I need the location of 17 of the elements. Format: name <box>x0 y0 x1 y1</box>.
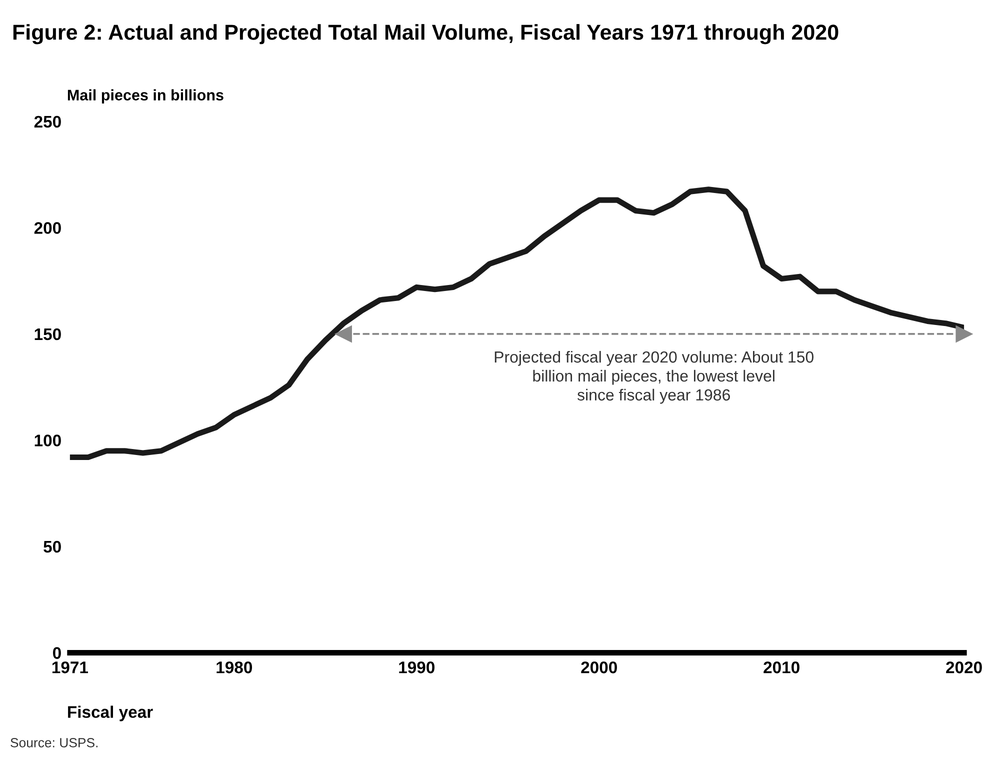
chart-title: Figure 2: Actual and Projected Total Mail Volume, Fiscal Years 1971 through 2020 <box>13 24 838 44</box>
x-tick-label: 2020 <box>946 662 982 674</box>
y-tick-label: 100 <box>34 434 61 446</box>
y-tick-label: 0 <box>52 647 61 659</box>
x-tick-label: 1980 <box>216 662 252 674</box>
source-note: Source: USPS. <box>10 738 98 748</box>
y-tick-label: 50 <box>44 540 61 553</box>
x-tick-label: 1990 <box>399 662 434 674</box>
ref-line-label: Projected fiscal year 2020 volume: About 150 billion mail pieces, the lowest level since fiscal year 1986 <box>494 350 814 404</box>
x-tick-label: 1971 <box>52 662 88 674</box>
x-tick-label: 2000 <box>581 662 617 674</box>
y-tick-label: 150 <box>34 328 61 340</box>
y-tick-label: 200 <box>34 222 61 234</box>
y-axis-title: Mail pieces in billions <box>68 89 224 104</box>
y-tick-label: 250 <box>34 116 61 128</box>
x-tick-label: 2010 <box>764 662 800 674</box>
x-axis-title: Fiscal year <box>68 706 153 722</box>
